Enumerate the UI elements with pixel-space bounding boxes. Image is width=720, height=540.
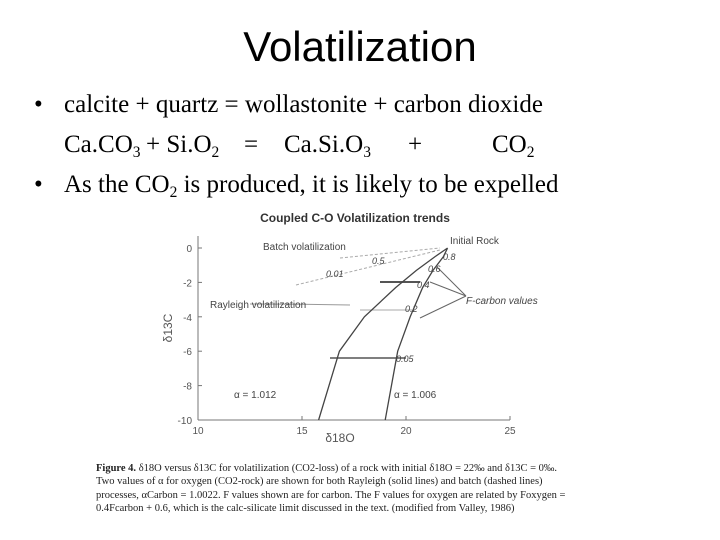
y-tick-label: -4 [183,313,192,324]
x-tick-label: 15 [296,426,308,437]
label-alpha-1006: α = 1.006 [394,390,437,401]
f-value-05: 0.5 [372,256,386,266]
label-fcarbon: F-carbon values [466,296,538,307]
batch-line-05 [339,247,441,259]
rayleigh-curves [317,247,449,421]
y-tick-label: -8 [183,382,192,393]
y-tick-label: 0 [186,244,192,255]
y-tick-label: -6 [183,347,192,358]
f-value-005: 0.05 [396,354,415,364]
bullet-co2-expelled: As the CO2 is produced, it is likely to … [64,171,559,201]
rayleigh-pointer [249,303,351,306]
label-initial-rock: Initial Rock [450,236,500,247]
x-tick-label: 10 [192,426,204,437]
y-tick-label: -2 [183,278,192,289]
x-axis-label: δ18O [325,431,354,445]
figure-caption: Figure 4. δ18O versus δ13C for volatiliz… [96,463,566,515]
figure-title: Coupled C-O Volatilization trends [260,211,450,225]
label-alpha-1012: α = 1.012 [234,390,277,401]
reaction-equation: Ca.CO3 + Si.O2 = Ca.Si.O3 + CO2 [64,130,584,164]
f-value-08: 0.8 [443,252,456,262]
fcarbon-pointers [419,265,467,319]
equation-plus: + [408,131,423,158]
f-value-02: 0.2 [405,304,418,314]
axis-ticks: 10 15 20 25 0 -2 -4 -6 -8 -10 [178,244,516,437]
bullet-marker: • [34,91,43,118]
f-value-04: 0.4 [417,280,430,290]
f-value-06: 0.6 [428,264,441,274]
x-tick-label: 20 [400,426,412,437]
label-rayleigh: Rayleigh volatilization [210,300,306,311]
y-tick-label: -10 [178,416,193,427]
equation-wollastonite: Ca.Si.O3 [284,131,371,161]
x-tick-label: 25 [504,426,516,437]
equation-calcite: Ca.CO3 [64,131,141,161]
equation-equals: = [244,131,259,158]
y-axis-label: δ13C [161,313,175,342]
f-value-001: 0.01 [326,269,344,279]
label-batch: Batch volatilization [263,242,346,253]
bullet-marker-2: • [34,171,43,198]
slide-title: Volatilization [243,23,477,70]
equation-quartz: + Si.O2 [146,131,220,161]
equation-co2: CO2 [492,131,535,161]
bullet-reaction-words: calcite + quartz = wollastonite + carbon… [64,91,543,118]
